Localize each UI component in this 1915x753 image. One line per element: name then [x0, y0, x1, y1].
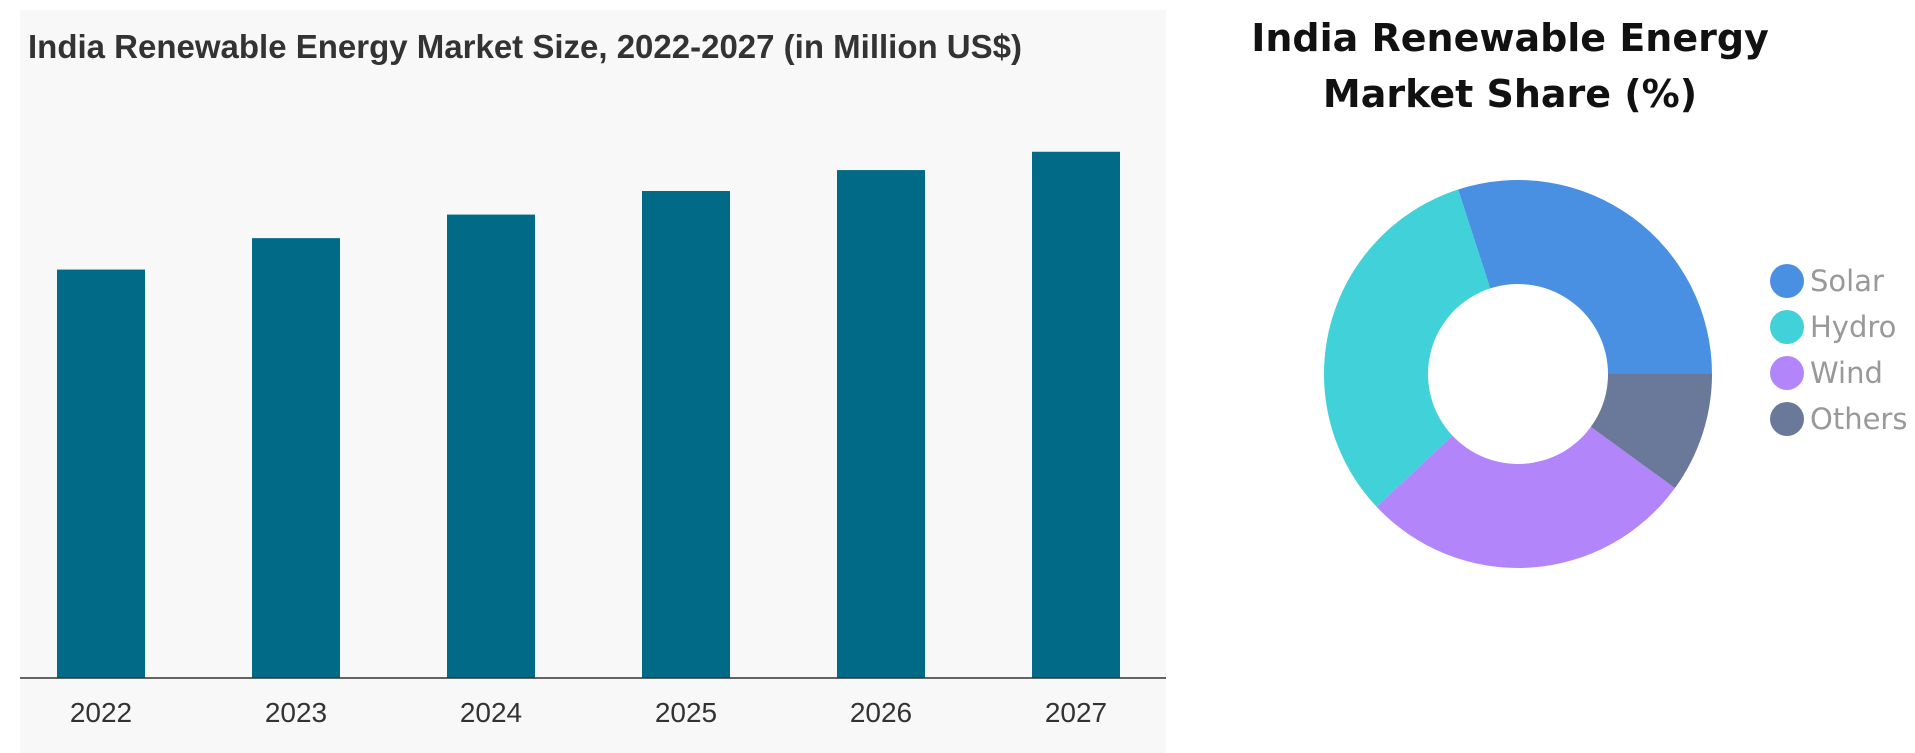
donut-slice-others — [1590, 374, 1712, 489]
x-tick-label-2027: 2027 — [1045, 697, 1107, 728]
bar-2022 — [57, 269, 145, 678]
bar-2024 — [447, 214, 535, 678]
bar-2027 — [1032, 151, 1120, 678]
bar-chart-panel: India Renewable Energy Market Size, 2022… — [20, 10, 1166, 753]
bar-2025 — [642, 191, 730, 678]
legend-swatch-solar — [1770, 264, 1804, 298]
legend-item-wind: Wind — [1770, 350, 1907, 396]
x-tick-label-2023: 2023 — [265, 697, 327, 728]
x-tick-label-2025: 2025 — [655, 697, 717, 728]
legend-label-hydro: Hydro — [1810, 310, 1897, 344]
bar-chart: 2022 2023 2024 2025 2026 2027 — [20, 151, 1166, 728]
bar-chart-title: India Renewable Energy Market Size, 2022… — [28, 28, 1022, 65]
bar-2026 — [837, 170, 925, 678]
legend-swatch-others — [1770, 402, 1804, 436]
legend-label-wind: Wind — [1810, 356, 1883, 390]
legend-item-solar: Solar — [1770, 258, 1907, 304]
legend-label-others: Others — [1810, 402, 1908, 436]
donut-slice-wind — [1376, 426, 1675, 569]
legend-item-hydro: Hydro — [1770, 304, 1907, 350]
x-tick-label-2022: 2022 — [70, 697, 132, 728]
legend-swatch-wind — [1770, 356, 1804, 390]
x-tick-label-2024: 2024 — [460, 697, 522, 728]
legend-item-others: Others — [1770, 396, 1907, 442]
legend-label-solar: Solar — [1810, 264, 1884, 298]
donut-slice-solar — [1458, 179, 1712, 374]
bar-2023 — [252, 238, 340, 679]
x-tick-label-2026: 2026 — [850, 697, 912, 728]
donut-legend: Solar Hydro Wind Others — [1770, 258, 1907, 442]
donut-slice-hydro — [1323, 189, 1491, 507]
legend-swatch-hydro — [1770, 310, 1804, 344]
donut-chart-title: India Renewable Energy Market Share (%) — [1251, 16, 1769, 116]
